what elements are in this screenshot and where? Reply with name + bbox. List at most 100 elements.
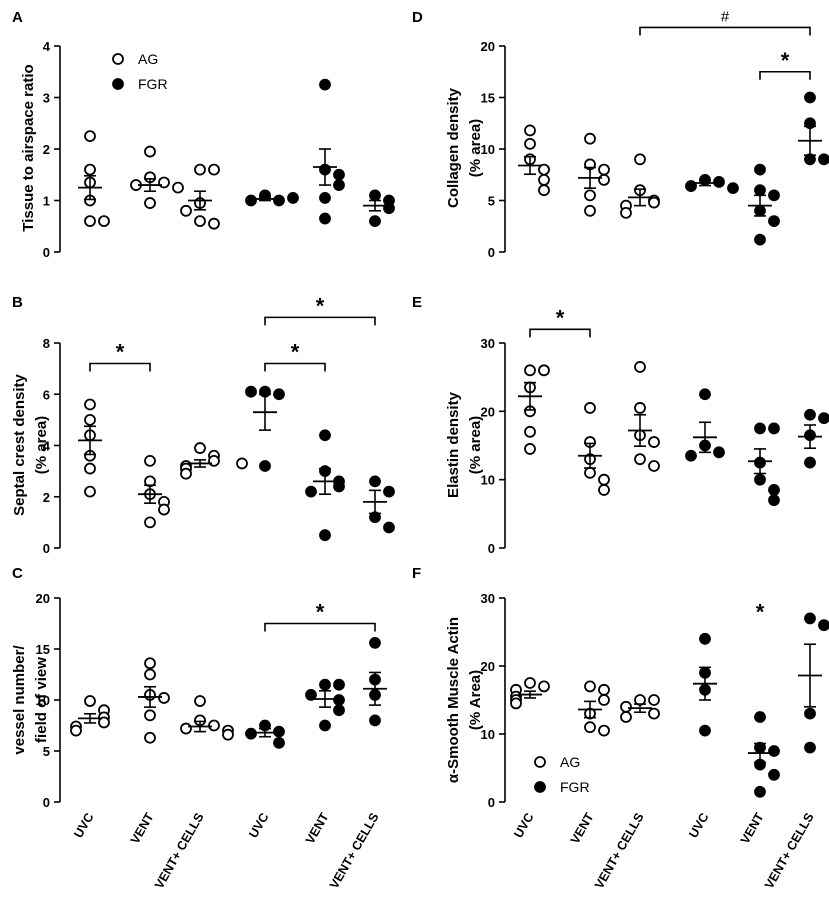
data-point xyxy=(259,460,271,472)
data-point xyxy=(273,388,285,401)
data-point xyxy=(620,700,632,713)
data-point xyxy=(818,619,829,632)
data-point xyxy=(287,192,299,204)
significance-label: * xyxy=(756,600,765,625)
legend-marker xyxy=(534,756,546,768)
data-point xyxy=(245,385,257,398)
data-point xyxy=(144,516,156,529)
data-point xyxy=(804,612,816,625)
significance-bracket xyxy=(264,362,326,372)
data-point xyxy=(158,503,170,516)
significance-label: * xyxy=(556,305,565,330)
series-fgr-uvc xyxy=(685,388,725,462)
data-point xyxy=(598,163,610,176)
panel-E: E 0 10 20 30 Elastin density (% area) * xyxy=(412,294,829,556)
data-point xyxy=(524,443,536,455)
data-point xyxy=(369,636,381,649)
data-point xyxy=(804,741,816,754)
data-point xyxy=(598,724,610,737)
y-axis-title: (% area) xyxy=(467,119,484,177)
data-point xyxy=(598,694,610,706)
data-point xyxy=(634,402,646,414)
data-point xyxy=(598,473,610,486)
data-point xyxy=(369,189,381,202)
series-fgr-uvc xyxy=(245,719,285,749)
data-point xyxy=(634,361,646,373)
data-point xyxy=(524,677,536,689)
panel-label: B xyxy=(12,294,23,311)
data-point xyxy=(598,173,610,186)
data-point xyxy=(383,485,395,498)
y-tick-label: 0 xyxy=(43,245,50,260)
data-point xyxy=(584,721,596,734)
data-point xyxy=(524,124,536,137)
data-point xyxy=(634,453,646,466)
data-point xyxy=(84,462,96,475)
data-point xyxy=(804,707,816,720)
series-ag-vent xyxy=(578,402,610,496)
data-point xyxy=(768,745,780,757)
data-point xyxy=(84,695,96,707)
data-point xyxy=(333,678,345,691)
y-tick-label: 2 xyxy=(43,490,50,505)
data-point xyxy=(524,137,536,150)
x-category-label: VENT xyxy=(738,810,767,846)
data-point xyxy=(208,163,220,176)
y-tick-label: 6 xyxy=(43,387,50,402)
data-point xyxy=(510,697,522,710)
data-point xyxy=(208,217,220,230)
data-point xyxy=(98,215,110,228)
data-point xyxy=(754,422,766,435)
data-point xyxy=(538,184,550,197)
data-point xyxy=(584,132,596,145)
data-point xyxy=(699,632,711,645)
y-tick-label: 15 xyxy=(36,642,50,657)
significance-bracket xyxy=(264,316,376,326)
y-axis-title: vessel number/ xyxy=(11,645,28,755)
x-category-label: UVC xyxy=(686,811,711,841)
panel-label: F xyxy=(412,565,421,582)
data-point xyxy=(333,179,345,191)
data-point xyxy=(84,130,96,143)
y-axis-title: (% Area) xyxy=(467,670,484,730)
data-point xyxy=(84,485,96,498)
data-point xyxy=(754,473,766,486)
series-ag-vent xyxy=(578,132,610,217)
data-point xyxy=(84,215,96,228)
data-point xyxy=(524,364,536,377)
data-point xyxy=(768,494,780,507)
data-point xyxy=(584,466,596,479)
significance-bracket xyxy=(639,26,811,36)
data-point xyxy=(754,785,766,798)
series-ag-uvc xyxy=(510,677,550,710)
series-ag-vent-cells xyxy=(628,361,660,472)
data-point xyxy=(144,197,156,209)
series-fgr-uvc xyxy=(245,385,285,472)
series-fgr-vent xyxy=(748,422,780,507)
series-fgr-uvc xyxy=(245,189,299,207)
series-fgr-vent-cells xyxy=(798,408,829,469)
panel-label: D xyxy=(412,9,423,26)
x-category-label: UVC xyxy=(246,811,271,841)
data-point xyxy=(144,657,156,670)
panel-F: F 0 10 20 30 α-Smooth Muscle Actin (% Area) * AG… xyxy=(412,565,829,891)
data-point xyxy=(768,768,780,781)
significance-bracket xyxy=(89,362,151,372)
data-point xyxy=(598,484,610,496)
y-axis-title: Collagen density xyxy=(445,87,462,208)
significance-label: * xyxy=(291,340,300,365)
legend-label: AG xyxy=(138,51,158,67)
series-fgr-vent xyxy=(305,678,345,732)
data-point xyxy=(319,678,331,691)
legend-marker xyxy=(112,53,124,65)
data-point xyxy=(768,215,780,228)
data-point xyxy=(305,689,317,701)
data-point xyxy=(194,215,206,228)
data-point xyxy=(144,731,156,744)
y-axis-title: Elastin density xyxy=(445,391,462,498)
y-tick-label: 0 xyxy=(43,795,50,810)
series-fgr-vent-cells xyxy=(798,612,829,754)
panel-label: E xyxy=(412,294,422,311)
data-point xyxy=(98,716,110,729)
